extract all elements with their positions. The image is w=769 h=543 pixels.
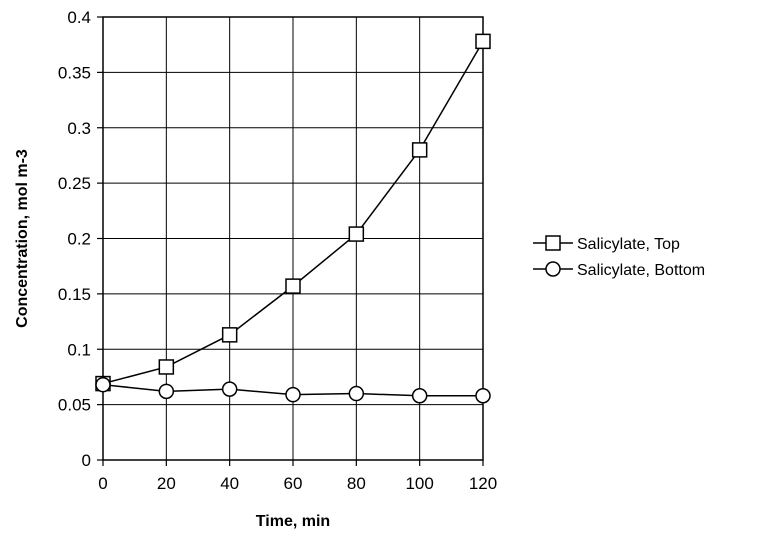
- x-axis-ticks: 0 20 40 60 80 100 120: [98, 460, 497, 493]
- x-axis-title: Time, min: [256, 513, 330, 530]
- legend-label: Salicylate, Bottom: [577, 262, 705, 279]
- data-point: [285, 278, 301, 294]
- series-bottom: [95, 376, 491, 404]
- data-point: [158, 383, 175, 400]
- data-point: [411, 142, 428, 158]
- data-point: [221, 381, 238, 397]
- grid-lines: [103, 17, 483, 460]
- y-tick-label: 0.1: [67, 340, 91, 359]
- x-tick-label: 80: [347, 474, 366, 493]
- series-layer: [95, 33, 491, 404]
- x-tick-label: 120: [469, 474, 497, 493]
- y-tick-label: 0.05: [58, 396, 91, 415]
- y-tick-label: 0: [82, 451, 91, 470]
- x-tick-label: 20: [157, 474, 176, 493]
- y-tick-label: 0.15: [58, 285, 91, 304]
- legend: Salicylate, Top Salicylate, Bottom: [533, 235, 705, 279]
- data-point: [285, 386, 301, 403]
- x-tick-label: 40: [220, 474, 239, 493]
- y-tick-label: 0.3: [67, 119, 91, 138]
- legend-label: Salicylate, Top: [577, 236, 680, 253]
- data-point: [475, 33, 491, 50]
- y-tick-label: 0.4: [67, 8, 91, 27]
- y-tick-label: 0.2: [67, 230, 91, 249]
- y-axis-title: Concentration, mol m-3: [14, 149, 31, 328]
- x-tick-label: 0: [98, 474, 107, 493]
- legend-item: Salicylate, Bottom: [533, 261, 705, 279]
- data-point: [348, 226, 365, 242]
- data-point: [221, 327, 238, 343]
- data-point: [411, 388, 428, 404]
- y-tick-label: 0.35: [58, 63, 91, 82]
- legend-marker: [545, 261, 561, 277]
- x-tick-label: 100: [405, 474, 433, 493]
- data-point: [475, 388, 491, 404]
- x-tick-label: 60: [284, 474, 303, 493]
- data-point: [95, 376, 111, 393]
- y-tick-label: 0.25: [58, 174, 91, 193]
- legend-item: Salicylate, Top: [533, 235, 680, 253]
- data-point: [348, 385, 365, 402]
- data-point: [158, 359, 175, 375]
- legend-marker: [545, 235, 561, 251]
- y-axis-ticks: 0 0.05 0.1 0.15 0.2 0.25 0.3 0.35 0.4: [58, 8, 103, 470]
